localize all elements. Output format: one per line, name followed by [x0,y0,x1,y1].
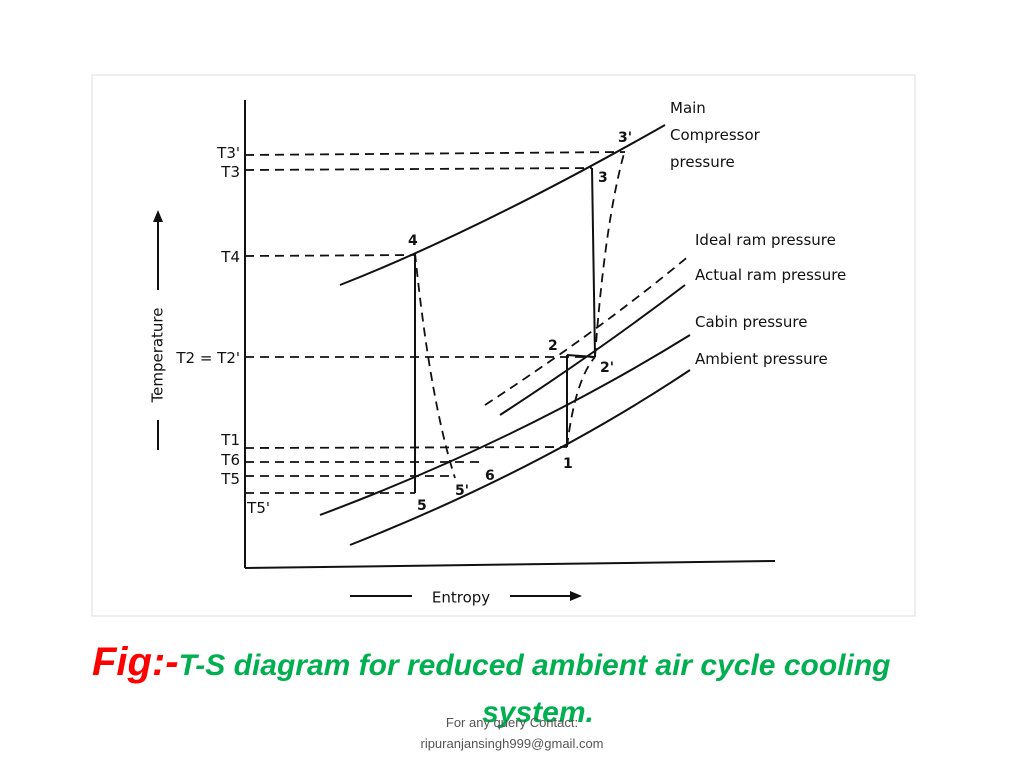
point-label: 3 [598,170,608,186]
curve-label: Main [670,99,706,117]
caption: Fig:-T-S diagram for reduced ambient air… [92,640,890,684]
level-label: T3 [220,163,240,181]
footer-text: For any query Contact: [446,715,578,730]
x-axis-label: Entropy [432,589,490,607]
curve-label: pressure [670,153,735,171]
point-label: 1 [563,456,573,472]
level-labels: T3' T3 T4 T2 = T2' T1 T6 T5 T5' [175,144,270,517]
point-label: 2' [600,360,614,376]
level-label: T5' [246,499,270,517]
curve-label: Actual ram pressure [695,266,846,284]
y-axis-label: Temperature [149,307,167,403]
footer-email: ripuranjansingh999@gmail.com [420,736,603,751]
caption-text: system. [482,696,594,729]
figure-frame [91,74,916,617]
point-label: 5 [417,498,427,514]
curve-label: Ambient pressure [695,350,828,368]
diagram-lines [153,100,776,601]
level-label: T1 [220,431,240,449]
level-label: T5 [220,470,240,488]
caption-text: T-S diagram for reduced ambient air cycl… [179,649,891,682]
curve-label: Compressor [670,126,761,144]
level-label: T4 [220,248,240,266]
level-label: T6 [220,451,240,469]
level-label: T3' [216,144,240,162]
point-label: 3' [618,130,632,146]
point-label: 6 [485,468,495,484]
level-label: T2 = T2' [175,349,240,367]
caption-prefix: Fig:- [92,640,179,684]
curve-label: Cabin pressure [695,313,807,331]
point-label: 4 [408,233,418,249]
point-label: 5' [455,483,469,499]
point-label: 2 [548,338,558,354]
curve-label: Ideal ram pressure [695,231,836,249]
